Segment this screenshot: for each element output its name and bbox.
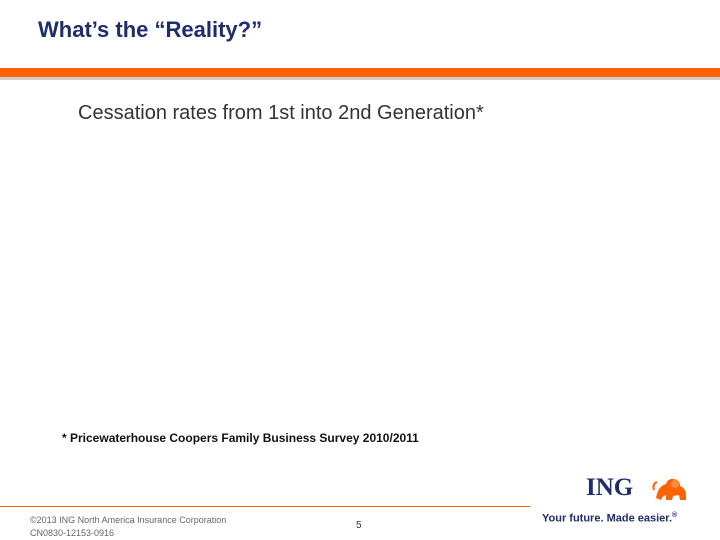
slide-subtitle: Cessation rates from 1st into 2nd Genera… <box>78 102 484 124</box>
logo-text: ING <box>586 474 634 501</box>
footer-rule <box>0 506 530 507</box>
tagline: Your future. Made easier.® <box>542 512 677 525</box>
source-footnote: * Pricewaterhouse Coopers Family Busines… <box>62 431 419 445</box>
header-rule-orange <box>0 68 720 77</box>
copyright-line: ©2013 ING North America Insurance Corpor… <box>30 515 227 525</box>
registered-mark: ® <box>672 512 678 519</box>
header-rule-grey <box>0 77 720 80</box>
page-number: 5 <box>356 520 362 531</box>
lion-icon <box>652 478 686 500</box>
document-code: CN0830-12153-0916 <box>30 528 115 538</box>
tagline-text: Your future. Made easier. <box>542 512 673 525</box>
slide-title: What’s the “Reality?” <box>38 17 263 42</box>
ing-logo: ING <box>586 474 696 506</box>
copyright-notice: ©2013 ING North America Insurance Corpor… <box>30 514 226 540</box>
